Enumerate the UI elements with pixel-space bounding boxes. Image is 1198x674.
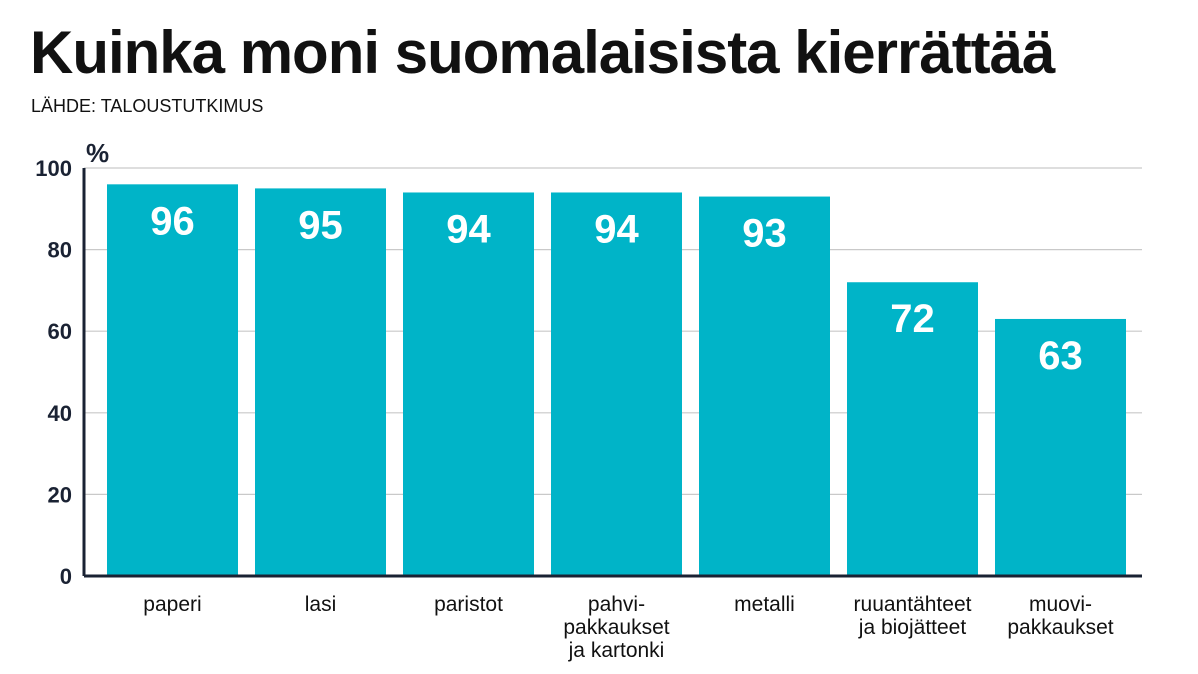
y-axis-unit: % (86, 138, 109, 168)
x-tick-label: muovi-pakkaukset (1007, 593, 1113, 639)
x-tick-label-line: paristot (434, 593, 503, 616)
bar (403, 192, 534, 577)
x-tick-label-line: pakkaukset (563, 616, 669, 639)
x-tick-label-line: paperi (143, 593, 201, 616)
bar-value-label: 63 (1038, 334, 1083, 378)
x-tick-label: pahvi-pakkaukset ja kartonki (563, 593, 669, 662)
bar (995, 318, 1126, 576)
x-tick-label-line: ja biojätteet (858, 616, 967, 639)
chart-source: LÄHDE: TALOUSTUTKIMUS (31, 96, 264, 116)
bar-value-label: 94 (446, 207, 491, 251)
bar-value-label: 96 (150, 199, 195, 243)
x-tick-label-line: ja kartonki (568, 639, 665, 662)
y-tick-label: 0 (60, 564, 72, 589)
bar (699, 196, 830, 576)
x-tick-label-line: pahvi- (588, 593, 645, 616)
x-tick-label: lasi (305, 593, 337, 616)
bar-value-label: 95 (298, 203, 343, 247)
bars (107, 184, 1126, 577)
bar-value-label: 94 (594, 207, 639, 251)
y-tick-label: 60 (48, 319, 72, 344)
data-labels: 96 95 94 94 93 72 63 (150, 199, 1083, 378)
bar (551, 192, 682, 577)
bar (107, 184, 238, 576)
bar (847, 282, 978, 576)
x-tick-label-line: lasi (305, 593, 337, 616)
x-tick-label-line: metalli (734, 593, 795, 616)
chart-title: Kuinka moni suomalaisista kierrättää (30, 19, 1055, 86)
bar-value-label: 93 (742, 212, 787, 256)
x-tick-label-line: pakkaukset (1007, 616, 1113, 639)
x-tick-label-line: muovi- (1029, 593, 1092, 616)
bar (255, 188, 386, 576)
bar-value-label: 72 (890, 297, 935, 341)
y-tick-label: 20 (48, 482, 72, 507)
x-tick-label: ruuantähteet ja biojätteet (854, 593, 972, 639)
y-tick-label: 80 (48, 238, 72, 263)
y-axis: 0 20 40 60 80 100% (35, 138, 109, 589)
x-tick-label: metalli (734, 593, 795, 616)
x-tick-label-line: ruuantähteet (854, 593, 972, 616)
y-tick-label: 40 (48, 401, 72, 426)
x-tick-label: paperi (143, 593, 201, 616)
y-tick-label: 100 (35, 156, 72, 181)
x-tick-label: paristot (434, 593, 503, 616)
x-axis: paperi lasi paristot pahvi-pakkaukset ja kar… (84, 574, 1142, 662)
